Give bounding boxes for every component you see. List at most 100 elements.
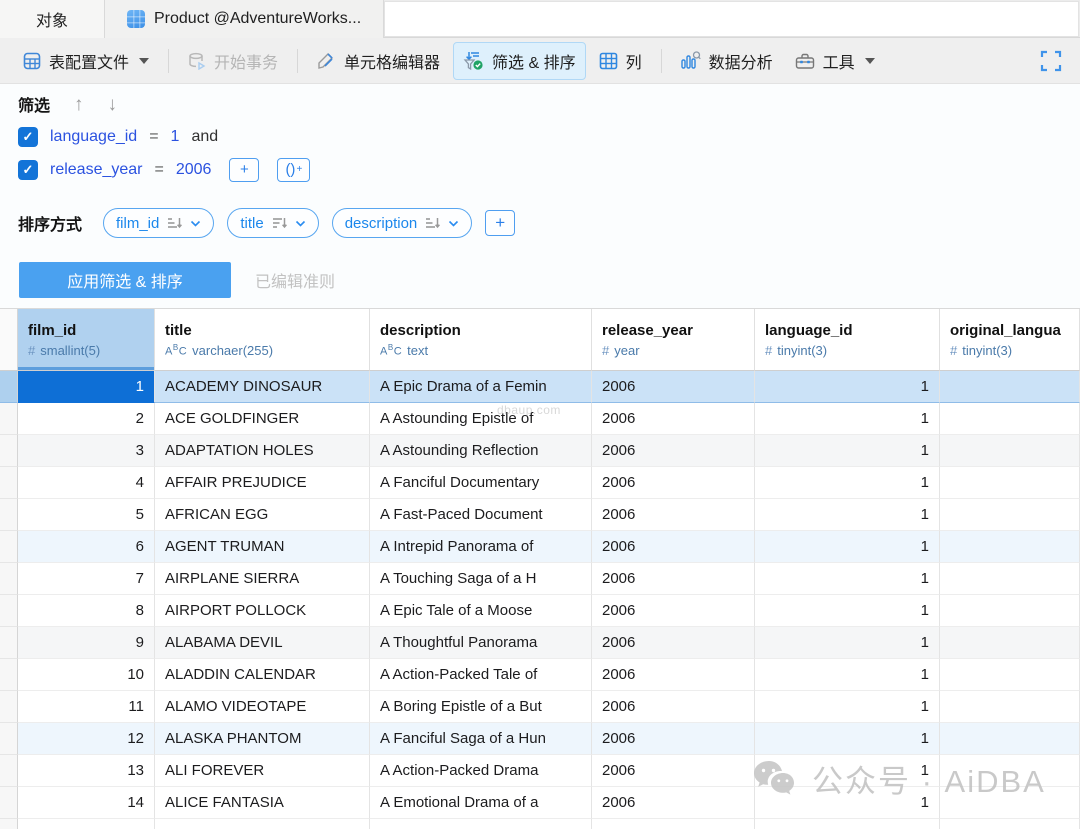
cell-original_langua[interactable] xyxy=(940,467,1080,499)
row-gutter[interactable] xyxy=(0,627,18,659)
cell-language_id[interactable]: 1 xyxy=(755,755,940,787)
cell-title[interactable]: AFFAIR PREJUDICE xyxy=(155,467,370,499)
filter-field[interactable]: language_id xyxy=(50,127,138,145)
cell-original_langua[interactable] xyxy=(940,723,1080,755)
apply-filter-sort-button[interactable]: 应用筛选 & 排序 xyxy=(19,262,231,298)
row-gutter[interactable] xyxy=(0,531,18,563)
tab-product[interactable]: Product @AdventureWorks... xyxy=(105,0,385,38)
cell-film_id[interactable]: 7 xyxy=(18,563,155,595)
columns-button[interactable]: 列 xyxy=(590,43,651,79)
cell-language_id[interactable]: 1 xyxy=(755,595,940,627)
cell-title[interactable]: ALABAMA DEVIL xyxy=(155,627,370,659)
move-down-icon[interactable]: ↓ xyxy=(107,93,118,115)
cell-language_id[interactable]: 1 xyxy=(755,691,940,723)
cell-original_langua[interactable] xyxy=(940,371,1080,403)
cell-film_id[interactable]: 3 xyxy=(18,435,155,467)
cell-original_langua[interactable] xyxy=(940,531,1080,563)
filter-value[interactable]: 2006 xyxy=(175,160,212,178)
cell-description[interactable]: A Intrepid Panorama of xyxy=(370,531,592,563)
cell-release_year[interactable]: 2006 xyxy=(592,627,755,659)
tab-objects[interactable]: 对象 xyxy=(0,0,105,38)
cell-description[interactable]: A Epic Drama of a Femin xyxy=(370,371,592,403)
column-header-release_year[interactable]: release_year # year xyxy=(592,309,755,371)
grid-corner-gutter[interactable] xyxy=(0,309,18,371)
cell-description[interactable]: A Action-Packed Tale of xyxy=(370,659,592,691)
cell-film_id[interactable]: 6 xyxy=(18,531,155,563)
cell-release_year[interactable]: 2006 xyxy=(592,723,755,755)
cell-description[interactable]: A Fast-Paced Document xyxy=(370,499,592,531)
column-header-language_id[interactable]: language_id # tinyint(3) xyxy=(755,309,940,371)
data-analysis-button[interactable]: 数据分析 xyxy=(672,43,782,79)
row-gutter[interactable] xyxy=(0,403,18,435)
add-sort-button[interactable]: + xyxy=(485,210,516,236)
cell-language_id[interactable]: 1 xyxy=(755,627,940,659)
cell-title[interactable]: AIRPLANE SIERRA xyxy=(155,563,370,595)
row-gutter[interactable] xyxy=(0,467,18,499)
filter-sort-button[interactable]: 筛选 & 排序 xyxy=(453,41,586,80)
tools-button[interactable]: 工具 xyxy=(786,43,884,79)
cell-title[interactable]: ACADEMY DINOSAUR xyxy=(155,371,370,403)
cell-description[interactable]: A Action-Packed Drama xyxy=(370,755,592,787)
cell-title[interactable]: ALADDIN CALENDAR xyxy=(155,659,370,691)
row-gutter[interactable] xyxy=(0,723,18,755)
cell-original_langua[interactable] xyxy=(940,627,1080,659)
sort-pill-film_id[interactable]: film_id xyxy=(103,208,215,238)
row-gutter[interactable] xyxy=(0,659,18,691)
cell-original_langua[interactable] xyxy=(940,403,1080,435)
cell-description[interactable]: A Fanciful Saga of a Hun xyxy=(370,723,592,755)
cell-description[interactable]: A Fanciful Documentary xyxy=(370,467,592,499)
cell-title[interactable]: AIRPORT POLLOCK xyxy=(155,595,370,627)
cell-description[interactable]: A Astounding Epistle of xyxy=(370,403,592,435)
cell-release_year[interactable]: 2006 xyxy=(592,467,755,499)
filter-field[interactable]: release_year xyxy=(50,160,143,178)
column-header-description[interactable]: description ABC text xyxy=(370,309,592,371)
cell-release_year[interactable]: 2006 xyxy=(592,787,755,819)
cell-original_langua[interactable] xyxy=(940,563,1080,595)
cell-title[interactable]: AFRICAN EGG xyxy=(155,499,370,531)
row-gutter[interactable] xyxy=(0,563,18,595)
begin-transaction-button[interactable]: 开始事务 xyxy=(179,43,287,79)
cell-language_id[interactable]: 1 xyxy=(755,403,940,435)
cell-release_year[interactable]: 2006 xyxy=(592,499,755,531)
cell-film_id[interactable]: 9 xyxy=(18,627,155,659)
cell-release_year[interactable]: 2006 xyxy=(592,691,755,723)
column-header-original_langua[interactable]: original_langua # tinyint(3) xyxy=(940,309,1080,371)
row-gutter[interactable] xyxy=(0,371,18,403)
cell-description[interactable]: A Epic Tale of a Moose xyxy=(370,595,592,627)
cell-film_id[interactable]: 14 xyxy=(18,787,155,819)
row-gutter[interactable] xyxy=(0,755,18,787)
cell-language_id[interactable]: 1 xyxy=(755,371,940,403)
cell-language_id[interactable]: 1 xyxy=(755,467,940,499)
cell-release_year[interactable]: 2006 xyxy=(592,595,755,627)
column-header-film_id[interactable]: film_id # smallint(5) xyxy=(18,309,155,371)
cell-film_id[interactable]: 1 xyxy=(18,371,155,403)
cell-film_id[interactable]: 5 xyxy=(18,499,155,531)
cell-language_id[interactable]: 1 xyxy=(755,787,940,819)
row-gutter[interactable] xyxy=(0,691,18,723)
cell-title[interactable]: ALICE FANTASIA xyxy=(155,787,370,819)
table-profile-button[interactable]: 表配置文件 xyxy=(14,43,158,79)
row-gutter[interactable] xyxy=(0,595,18,627)
add-condition-group-button[interactable]: () + xyxy=(277,157,311,182)
cell-release_year[interactable]: 2006 xyxy=(592,435,755,467)
cell-language_id[interactable]: 1 xyxy=(755,659,940,691)
sort-pill-title[interactable]: title xyxy=(227,208,319,238)
cell-release_year[interactable]: 2006 xyxy=(592,371,755,403)
cell-description[interactable]: A Astounding Reflection xyxy=(370,435,592,467)
cell-description[interactable]: A Thoughtful Panorama xyxy=(370,627,592,659)
cell-film_id[interactable]: 13 xyxy=(18,755,155,787)
cell-original_langua[interactable] xyxy=(940,691,1080,723)
cell-title[interactable]: ADAPTATION HOLES xyxy=(155,435,370,467)
filter-checkbox[interactable]: ✓ xyxy=(18,159,38,180)
cell-release_year[interactable]: 2006 xyxy=(592,531,755,563)
filter-operator[interactable]: = xyxy=(149,127,159,145)
cell-original_langua[interactable] xyxy=(940,659,1080,691)
cell-description[interactable]: A Touching Saga of a H xyxy=(370,563,592,595)
cell-film_id[interactable]: 12 xyxy=(18,723,155,755)
cell-description[interactable]: A Emotional Drama of a xyxy=(370,787,592,819)
cell-language_id[interactable]: 1 xyxy=(755,435,940,467)
add-condition-button[interactable]: + xyxy=(229,157,260,182)
cell-title[interactable]: ACE GOLDFINGER xyxy=(155,403,370,435)
cell-language_id[interactable]: 1 xyxy=(755,723,940,755)
cell-release_year[interactable]: 2006 xyxy=(592,755,755,787)
